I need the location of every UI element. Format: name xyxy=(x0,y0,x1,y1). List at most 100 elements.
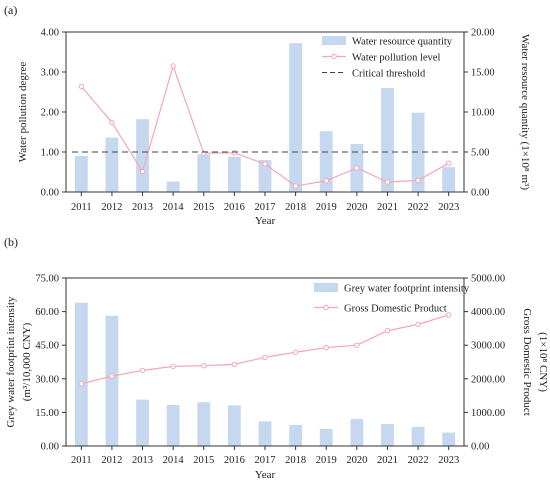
x-tick-label: 2011 xyxy=(71,202,92,213)
bar-2013 xyxy=(136,399,149,446)
legend-swatch-marker xyxy=(323,304,329,311)
y-left-tick-label: 3.00 xyxy=(41,68,59,79)
bar-2017 xyxy=(258,160,272,192)
point-2022 xyxy=(415,321,421,328)
point-2013 xyxy=(139,168,146,175)
legend-swatch-bar xyxy=(314,283,338,292)
point-2011 xyxy=(78,381,85,387)
x-tick-label: 2023 xyxy=(438,455,459,466)
bar-2020 xyxy=(350,419,364,446)
y-right-tick-label: 0.00 xyxy=(471,442,489,453)
x-tick-label: 2013 xyxy=(132,202,153,213)
point-2021 xyxy=(384,328,391,334)
x-tick-label: 2015 xyxy=(193,455,214,466)
y-right-tick-label: 0.00 xyxy=(471,188,489,199)
x-tick-label: 2022 xyxy=(408,455,429,466)
y-left-axis-title: Grey water footprint intensity xyxy=(5,296,17,428)
panel-label: (b) xyxy=(4,235,18,249)
point-2013 xyxy=(139,367,146,374)
bar-2019 xyxy=(319,428,333,446)
point-2019 xyxy=(323,178,329,184)
point-2012 xyxy=(109,119,115,126)
y-left-tick-label: 0.00 xyxy=(41,442,59,453)
bar-2018 xyxy=(289,43,303,193)
legend-label: Gross Domestic Product xyxy=(344,304,447,315)
x-tick-label: 2023 xyxy=(438,202,459,213)
y-left-axis-title-unit: (m³/10,000 CNY) xyxy=(21,322,33,401)
bar-2022 xyxy=(411,426,425,446)
y-right-tick-label: 15.00 xyxy=(471,68,495,79)
x-tick-label: 2019 xyxy=(316,455,337,466)
x-tick-label: 2011 xyxy=(71,455,92,466)
bar-2015 xyxy=(197,402,211,446)
x-tick-label: 2017 xyxy=(255,202,276,213)
x-tick-label: 2014 xyxy=(163,455,185,466)
point-2014 xyxy=(170,363,176,370)
bar-2021 xyxy=(381,424,394,446)
bar-2017 xyxy=(258,421,272,446)
point-2011 xyxy=(78,83,85,90)
y-left-tick-label: 2.00 xyxy=(41,108,59,119)
bar-2015 xyxy=(197,154,211,192)
x-tick-label: 2018 xyxy=(285,455,306,466)
y-right-tick-label: 4000.00 xyxy=(471,307,505,318)
y-right-axis-title-unit: (1×10⁸ CNY) xyxy=(537,332,549,392)
legend-label: Grey water footprint intensity xyxy=(344,284,470,295)
x-tick-label: 2016 xyxy=(224,202,245,213)
point-2023 xyxy=(445,312,452,318)
x-tick-label: 2020 xyxy=(346,455,367,466)
point-2014 xyxy=(170,63,176,69)
point-2016 xyxy=(231,361,238,368)
point-2020 xyxy=(354,342,360,348)
x-tick-label: 2012 xyxy=(101,202,122,213)
y-left-tick-label: 1.00 xyxy=(41,148,59,159)
bar-2021 xyxy=(381,88,394,192)
y-left-axis-title: Water pollution degree xyxy=(17,62,29,163)
y-left-tick-label: 0.00 xyxy=(41,188,59,199)
x-tick-label: 2022 xyxy=(408,202,429,213)
y-right-tick-label: 2000.00 xyxy=(471,374,505,385)
legend-label: Critical threshold xyxy=(352,69,426,80)
x-tick-label: 2014 xyxy=(163,202,185,213)
bar-2018 xyxy=(289,424,303,446)
series-line xyxy=(81,314,449,385)
panel-label: (a) xyxy=(4,3,17,17)
y-left-tick-label: 15.00 xyxy=(35,408,59,419)
y-right-axis-title: Gross Domestic Product xyxy=(521,308,533,416)
point-2017 xyxy=(262,354,268,360)
bar-2014 xyxy=(166,181,180,192)
bar-2019 xyxy=(319,131,333,192)
y-left-tick-label: 4.00 xyxy=(41,28,59,39)
bar-2022 xyxy=(411,112,425,192)
point-2018 xyxy=(292,349,299,355)
x-axis-title: Year xyxy=(255,215,276,227)
bar-2013 xyxy=(136,119,149,192)
point-2020 xyxy=(354,165,360,171)
legend-label: Water resource quantity xyxy=(352,37,453,48)
y-right-tick-label: 10.00 xyxy=(471,108,495,119)
x-tick-label: 2017 xyxy=(255,455,276,466)
y-left-tick-label: 45.00 xyxy=(35,341,59,352)
y-left-tick-label: 75.00 xyxy=(35,274,59,285)
y-right-tick-label: 3000.00 xyxy=(471,341,505,352)
x-tick-label: 2018 xyxy=(285,202,306,213)
bar-2011 xyxy=(74,156,88,192)
point-2019 xyxy=(323,344,329,351)
point-2012 xyxy=(109,373,115,379)
x-axis-title: Year xyxy=(255,469,276,481)
legend-swatch-bar xyxy=(322,36,346,45)
x-tick-label: 2012 xyxy=(101,455,122,466)
x-tick-label: 2021 xyxy=(377,455,398,466)
point-2018 xyxy=(292,183,299,189)
point-2023 xyxy=(445,160,452,166)
bar-2023 xyxy=(442,432,456,446)
y-right-tick-label: 1000.00 xyxy=(471,408,505,419)
point-2016 xyxy=(231,150,238,156)
x-tick-label: 2015 xyxy=(193,202,214,213)
y-left-tick-label: 30.00 xyxy=(35,374,59,385)
bar-2023 xyxy=(442,167,456,192)
bar-2011 xyxy=(74,302,88,446)
bar-2012 xyxy=(105,315,119,446)
bar-2016 xyxy=(227,156,241,192)
